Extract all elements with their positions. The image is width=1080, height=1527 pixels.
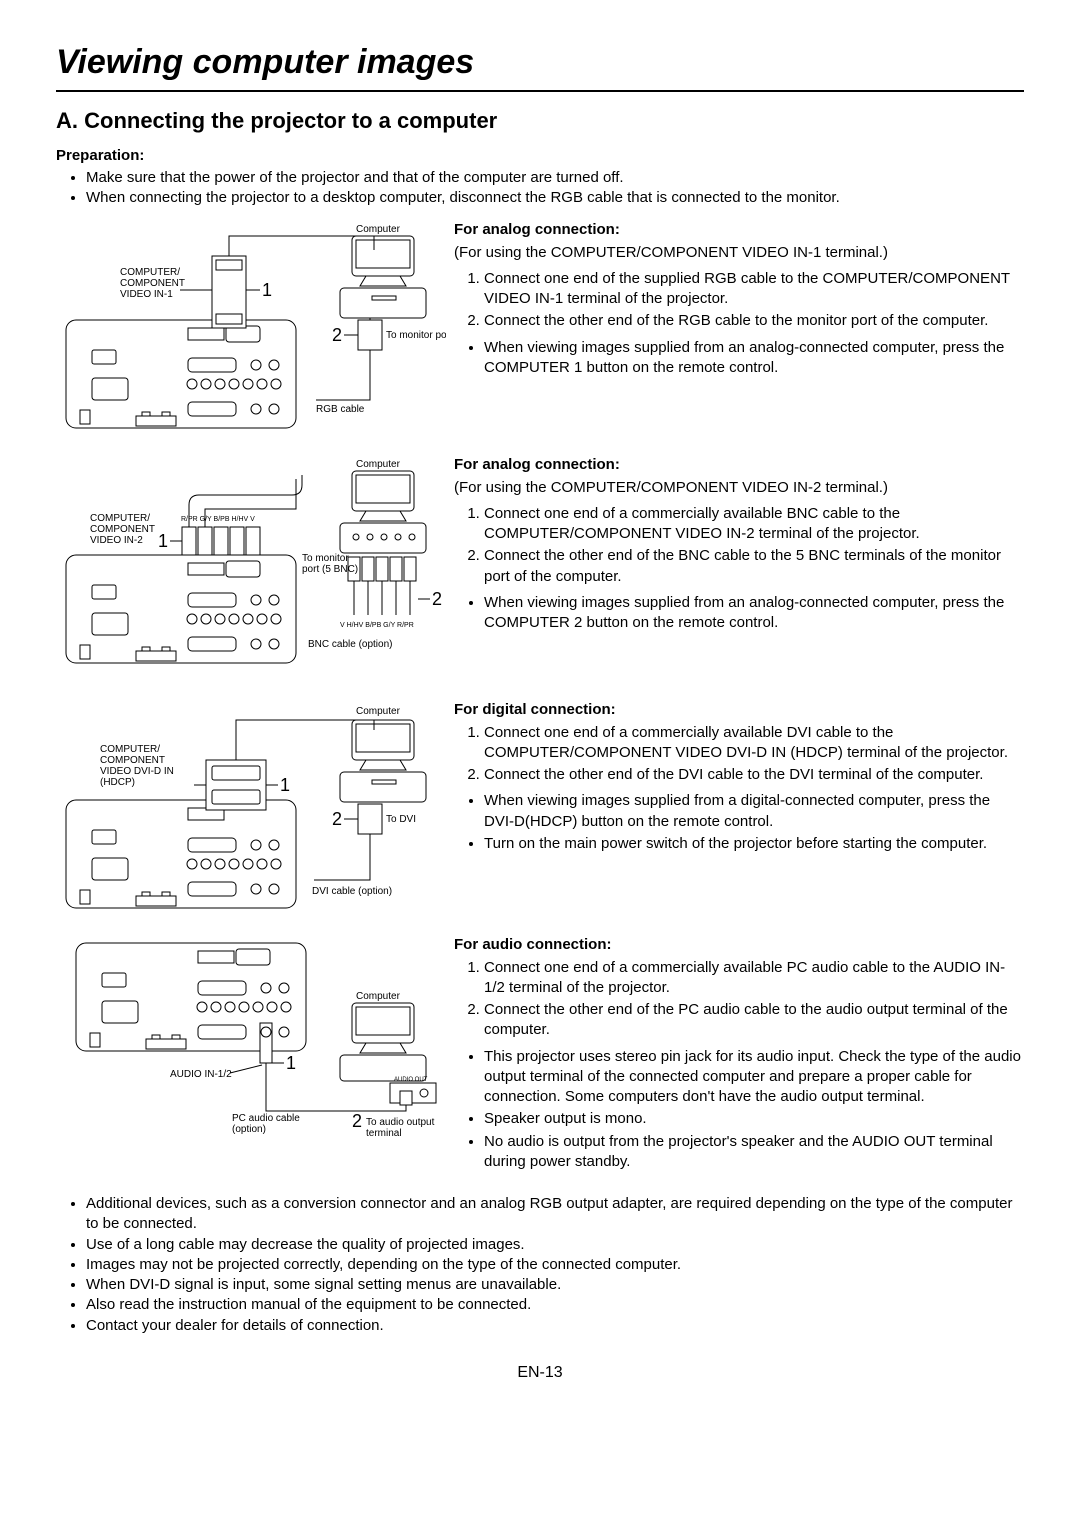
- prep-item: When connecting the projector to a deskt…: [86, 188, 1024, 208]
- svg-text:2: 2: [332, 325, 342, 345]
- block1-note: (For using the COMPUTER/COMPONENT VIDEO …: [454, 243, 1024, 263]
- diagram-row-bnc: R/PR G/Y B/PB H/HV V 1 COMPUTER/COMPONEN…: [56, 455, 1024, 680]
- content-block-3: For digital connection: Connect one end …: [446, 700, 1024, 915]
- diagram-rgb: 1 Computer 2 To monitor port RGB cable C…: [56, 220, 446, 435]
- svg-text:Computer: Computer: [356, 224, 401, 235]
- block1-bullets: When viewing images supplied from an ana…: [484, 338, 1024, 379]
- content-block-4: For audio connection: Connect one end of…: [446, 935, 1024, 1174]
- svg-text:DVI cable (option): DVI cable (option): [312, 886, 392, 897]
- svg-text:2: 2: [352, 1111, 362, 1131]
- svg-text:2: 2: [432, 589, 442, 609]
- svg-text:Computer: Computer: [356, 459, 401, 470]
- footer-item: Additional devices, such as a conversion…: [86, 1194, 1024, 1235]
- footer-item: When DVI-D signal is input, some signal …: [86, 1275, 1024, 1295]
- svg-text:Computer: Computer: [356, 706, 401, 717]
- content-block-2: For analog connection: (For using the CO…: [446, 455, 1024, 680]
- block3-bullets: When viewing images supplied from a digi…: [484, 791, 1024, 854]
- step: Connect the other end of the BNC cable t…: [484, 546, 1024, 587]
- svg-text:COMPUTER/COMPONENTVIDEO DVI-D: COMPUTER/COMPONENTVIDEO DVI-D IN(HDCP): [100, 744, 174, 788]
- svg-text:AUDIO IN-1/2: AUDIO IN-1/2: [170, 1069, 232, 1080]
- diagram-audio: 1 AUDIO IN-1/2 PC audio cable(option) Co…: [56, 935, 446, 1174]
- section-a-title: A. Connecting the projector to a compute…: [56, 106, 1024, 136]
- svg-text:1: 1: [262, 280, 272, 300]
- step: Connect one end of a commercially availa…: [484, 504, 1024, 545]
- block2-steps: Connect one end of a commercially availa…: [484, 504, 1024, 587]
- footer-item: Also read the instruction manual of the …: [86, 1295, 1024, 1315]
- svg-text:R/PR G/Y B/PB H/HV V: R/PR G/Y B/PB H/HV V: [181, 516, 255, 523]
- footer-item: Use of a long cable may decrease the qua…: [86, 1235, 1024, 1255]
- page-title: Viewing computer images: [56, 40, 1024, 92]
- step: Connect the other end of the RGB cable t…: [484, 311, 1024, 331]
- footer-item: Contact your dealer for details of conne…: [86, 1316, 1024, 1336]
- diagram-bnc: R/PR G/Y B/PB H/HV V 1 COMPUTER/COMPONEN…: [56, 455, 446, 680]
- bullet: When viewing images supplied from an ana…: [484, 593, 1024, 634]
- step: Connect the other end of the PC audio ca…: [484, 1000, 1024, 1041]
- svg-text:To monitor port: To monitor port: [386, 330, 446, 341]
- svg-text:To monitorport (5 BNC): To monitorport (5 BNC): [302, 553, 358, 575]
- svg-text:To audio outputterminal: To audio outputterminal: [366, 1117, 435, 1139]
- diagram-row-rgb: 1 Computer 2 To monitor port RGB cable C…: [56, 220, 1024, 435]
- svg-text:RGB cable: RGB cable: [316, 404, 365, 415]
- svg-text:PC audio cable(option): PC audio cable(option): [232, 1113, 300, 1135]
- svg-text:AUDIO OUT: AUDIO OUT: [394, 1077, 428, 1083]
- svg-text:BNC cable (option): BNC cable (option): [308, 639, 392, 650]
- diagram-dvi: 1 COMPUTER/COMPONENTVIDEO DVI-D IN(HDCP)…: [56, 700, 446, 915]
- bullet: No audio is output from the projector's …: [484, 1132, 1024, 1173]
- block4-steps: Connect one end of a commercially availa…: [484, 958, 1024, 1041]
- block2-heading: For analog connection:: [454, 455, 1024, 475]
- preparation-list: Make sure that the power of the projecto…: [86, 168, 1024, 209]
- block4-bullets: This projector uses stereo pin jack for …: [484, 1047, 1024, 1173]
- bullet: Speaker output is mono.: [484, 1109, 1024, 1129]
- block1-steps: Connect one end of the supplied RGB cabl…: [484, 269, 1024, 332]
- footer-item: Images may not be projected correctly, d…: [86, 1255, 1024, 1275]
- step: Connect one end of the supplied RGB cabl…: [484, 269, 1024, 310]
- diagram-row-audio: 1 AUDIO IN-1/2 PC audio cable(option) Co…: [56, 935, 1024, 1174]
- block2-bullets: When viewing images supplied from an ana…: [484, 593, 1024, 634]
- prep-item: Make sure that the power of the projecto…: [86, 168, 1024, 188]
- svg-text:1: 1: [286, 1053, 296, 1073]
- svg-text:1: 1: [280, 775, 290, 795]
- diagram-row-dvi: 1 COMPUTER/COMPONENTVIDEO DVI-D IN(HDCP)…: [56, 700, 1024, 915]
- svg-text:1: 1: [158, 531, 168, 551]
- page-number: EN-13: [56, 1362, 1024, 1384]
- content-block-1: For analog connection: (For using the CO…: [446, 220, 1024, 435]
- step: Connect the other end of the DVI cable t…: [484, 765, 1024, 785]
- svg-text:V H/HV B/PB G/Y R/PR: V H/HV B/PB G/Y R/PR: [340, 622, 414, 629]
- svg-text:To DVI: To DVI: [386, 814, 416, 825]
- step: Connect one end of a commercially availa…: [484, 958, 1024, 999]
- bullet: When viewing images supplied from an ana…: [484, 338, 1024, 379]
- svg-text:COMPUTER/COMPONENTVIDEO IN-1: COMPUTER/COMPONENTVIDEO IN-1: [120, 267, 185, 300]
- block4-heading: For audio connection:: [454, 935, 1024, 955]
- step: Connect one end of a commercially availa…: [484, 723, 1024, 764]
- footer-notes: Additional devices, such as a conversion…: [86, 1194, 1024, 1336]
- svg-text:2: 2: [332, 809, 342, 829]
- block2-note: (For using the COMPUTER/COMPONENT VIDEO …: [454, 478, 1024, 498]
- bullet: When viewing images supplied from a digi…: [484, 791, 1024, 832]
- block1-heading: For analog connection:: [454, 220, 1024, 240]
- svg-text:COMPUTER/COMPONENTVIDEO IN-2: COMPUTER/COMPONENTVIDEO IN-2: [90, 513, 155, 546]
- block3-steps: Connect one end of a commercially availa…: [484, 723, 1024, 786]
- preparation-heading: Preparation:: [56, 146, 1024, 166]
- bullet: Turn on the main power switch of the pro…: [484, 834, 1024, 854]
- svg-text:Computer: Computer: [356, 991, 401, 1002]
- bullet: This projector uses stereo pin jack for …: [484, 1047, 1024, 1108]
- block3-heading: For digital connection:: [454, 700, 1024, 720]
